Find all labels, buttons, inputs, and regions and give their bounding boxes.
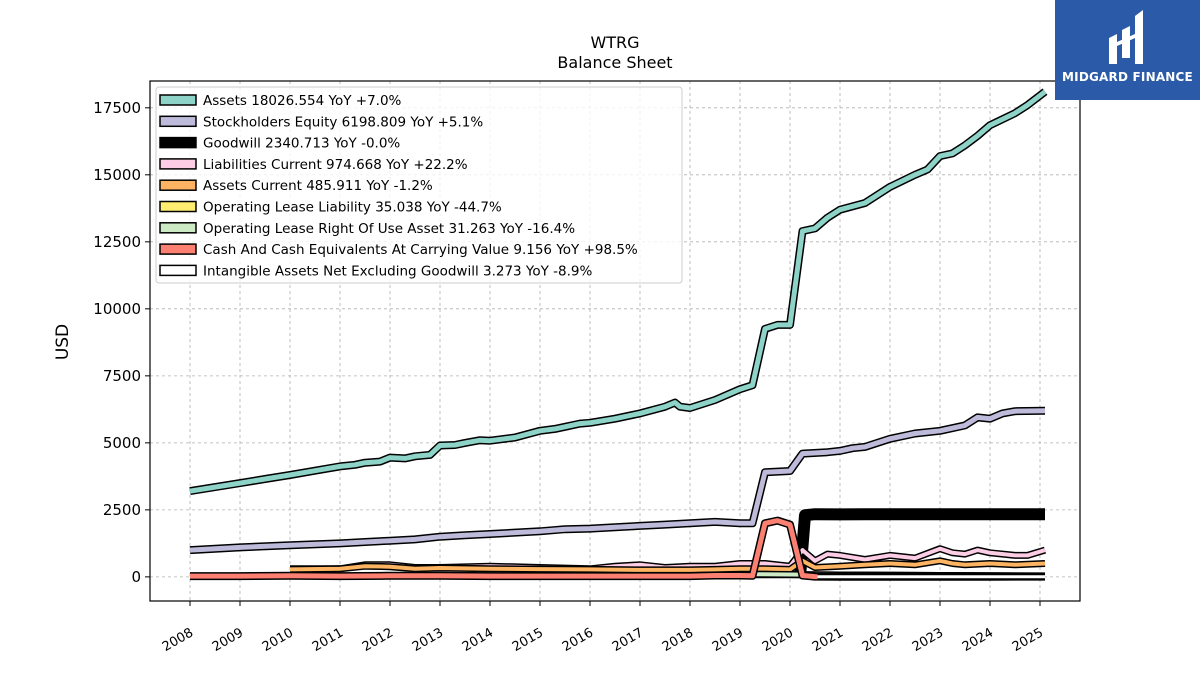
x-tick-label: 2014 (460, 625, 496, 655)
legend-entry-cash-and-cash-equivalents-at-carrying-value: Cash And Cash Equivalents At Carrying Va… (203, 242, 638, 258)
series-line-goodwill (795, 509, 1045, 578)
y-tick-label: 0 (131, 568, 141, 586)
legend-entry-liabilities-current: Liabilities Current 974.668 YoY +22.2% (203, 157, 468, 173)
chart-subtitle: Balance Sheet (557, 53, 672, 72)
series-line-stockholders-equity (189, 408, 1046, 553)
x-tick-label: 2010 (260, 625, 296, 655)
logo-brand-text: MIDGARD FINANCE (1062, 70, 1193, 84)
x-tick-label: 2021 (810, 625, 846, 655)
legend: Assets 18026.554 YoY +7.0% Stockholders E… (155, 86, 683, 284)
legend-entry-stockholders-equity: Stockholders Equity 6198.809 YoY +5.1% (203, 114, 483, 130)
x-tick-label: 2008 (160, 625, 196, 655)
x-tick-label: 2013 (410, 625, 446, 655)
legend-entry-intangible-assets-net-excluding-goodwill: Intangible Assets Net Excluding Goodwill… (203, 263, 593, 279)
y-tick-label: 5000 (103, 434, 141, 452)
legend-entry-assets-current: Assets Current 485.911 YoY -1.2% (203, 178, 433, 194)
legend-entry-operating-lease-right-of-use-asset: Operating Lease Right Of Use Asset 31.26… (203, 221, 575, 237)
y-tick-label: 2500 (103, 501, 141, 519)
legend-swatch-intangible-assets-net-excluding-goodwill (159, 264, 197, 277)
x-tick-label: 2011 (310, 625, 346, 655)
legend-entry-goodwill: Goodwill 2340.713 YoY -0.0% (203, 136, 400, 152)
legend-entry-operating-lease-liability: Operating Lease Liability 35.038 YoY -44… (203, 200, 502, 216)
legend-swatch-cash-and-cash-equivalents-at-carrying-value (159, 243, 197, 255)
x-tick-label: 2025 (1010, 625, 1046, 655)
y-axis-label: USD (53, 324, 73, 360)
legend-swatch-operating-lease-right-of-use-asset (159, 222, 197, 234)
y-tick-label: 7500 (103, 367, 141, 385)
legend-box (155, 86, 683, 284)
x-axis-ticks: 2008 2009 2010 2011 2012 2013 2014 2015 2016 2017… (160, 601, 1046, 655)
series-line-assets-current (289, 558, 1046, 572)
x-tick-label: 2017 (610, 625, 646, 655)
x-tick-label: 2020 (760, 625, 796, 655)
logo-icon (1108, 10, 1143, 64)
x-tick-label: 2016 (560, 625, 596, 655)
legend-swatch-liabilities-current (159, 158, 197, 170)
legend-swatch-assets (159, 94, 197, 106)
x-tick-label: 2009 (210, 625, 246, 655)
x-tick-label: 2024 (960, 625, 996, 655)
plot-frame (149, 80, 1081, 602)
x-tick-label: 2022 (860, 625, 896, 655)
legend-entry-assets: Assets 18026.554 YoY +7.0% (203, 93, 402, 109)
legend-swatch-stockholders-equity (159, 115, 197, 128)
series-lines (189, 88, 1048, 581)
y-tick-label: 10000 (93, 300, 141, 318)
midgard-finance-logo: MIDGARD FINANCE (1055, 0, 1200, 100)
y-axis-ticks: 0 2500 5000 7500 10000 12500 15000 17500 (93, 99, 150, 586)
legend-swatch-goodwill (159, 136, 197, 149)
x-tick-label: 2018 (660, 625, 696, 655)
series-line-assets (189, 89, 1047, 494)
x-tick-label: 2015 (510, 625, 546, 655)
legend-swatch-operating-lease-liability (159, 200, 197, 213)
y-tick-label: 17500 (93, 99, 141, 117)
x-tick-label: 2019 (710, 625, 746, 655)
legend-swatch-assets-current (159, 179, 197, 191)
chart-title: WTRG (590, 33, 639, 52)
x-tick-label: 2023 (910, 625, 946, 655)
y-tick-label: 12500 (93, 233, 141, 251)
x-tick-label: 2012 (360, 625, 396, 655)
y-tick-label: 15000 (93, 166, 141, 184)
